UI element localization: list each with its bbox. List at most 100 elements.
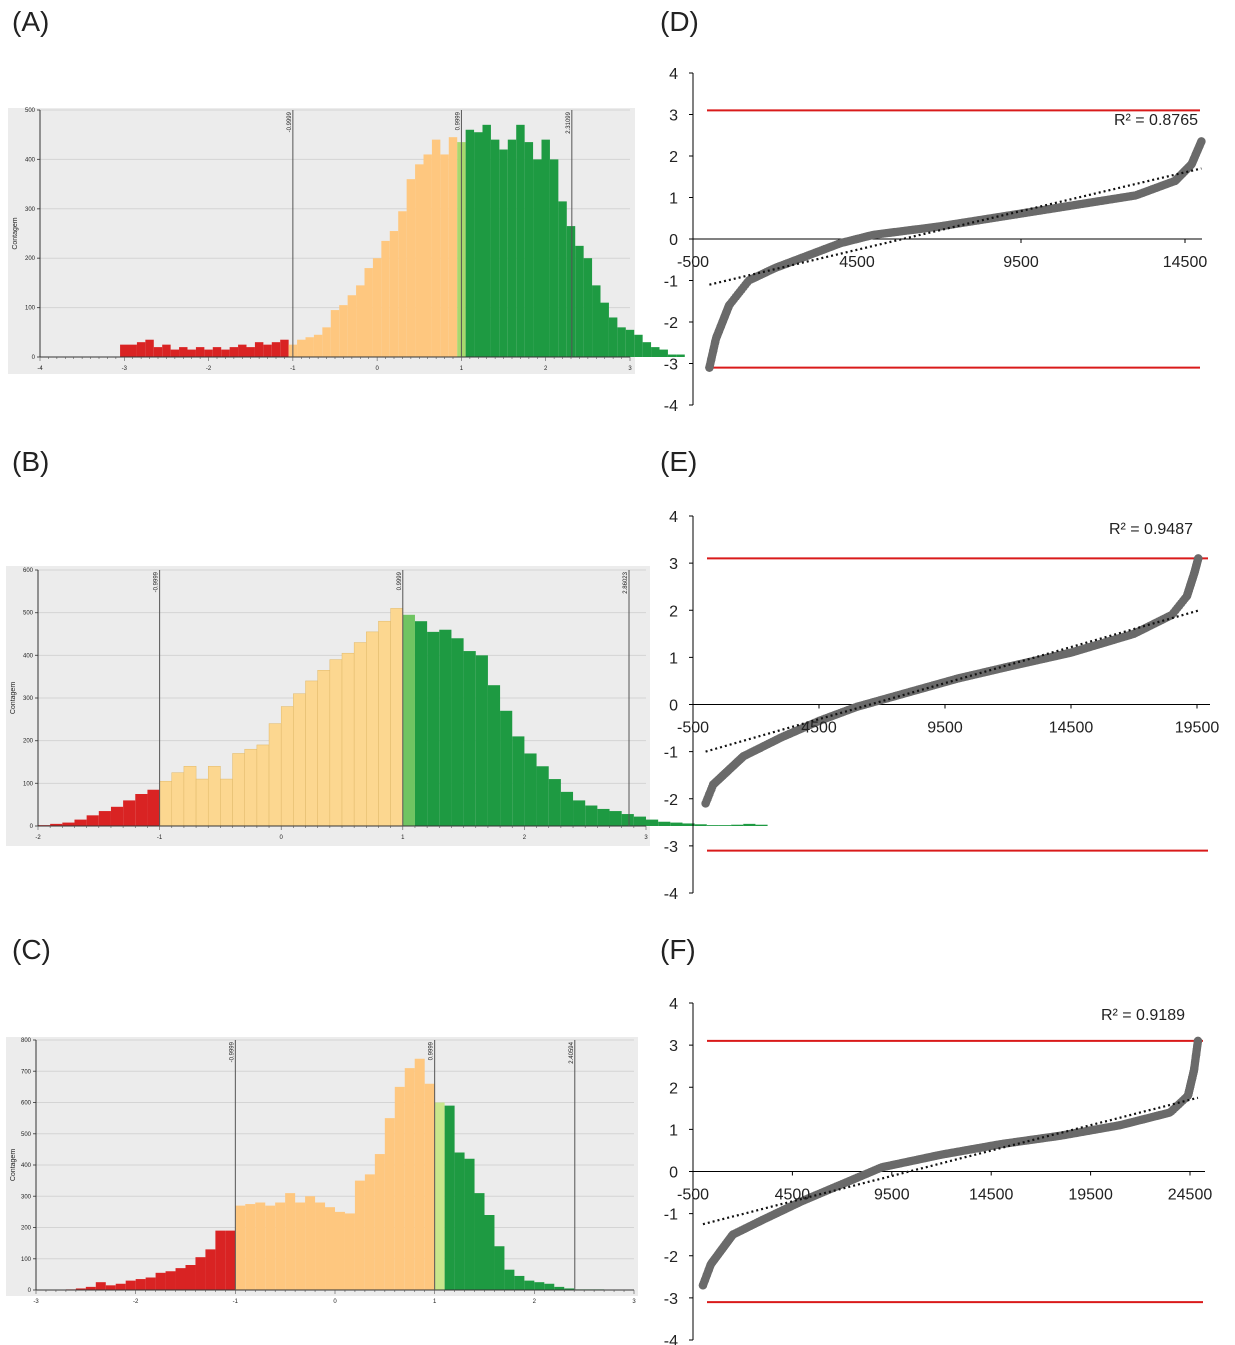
hist-2-xtick-label: 1 [433, 1299, 437, 1305]
qq-5-data-point [728, 1230, 737, 1239]
hist-2-bar [275, 1202, 286, 1290]
hist-2-bar [394, 1086, 405, 1290]
hist-0-bar [583, 258, 593, 357]
hist-1-bar [633, 816, 646, 826]
qq-4-r-squared: R² = 0.9487 [1109, 521, 1193, 538]
hist-0-bar [263, 344, 272, 357]
hist-2-bar [235, 1205, 246, 1290]
hist-0-ytick-label: 400 [25, 157, 36, 163]
hist-2-bar [454, 1152, 465, 1290]
hist-2-bar [564, 1288, 575, 1290]
hist-0-bar [465, 129, 475, 357]
hist-2-xtick-label: 0 [333, 1299, 337, 1305]
qq-4-ytick-label: 2 [669, 603, 678, 620]
hist-2-bar [85, 1286, 96, 1290]
hist-2-bar [384, 1118, 395, 1290]
hist-1-bar [98, 811, 111, 826]
hist-1-bar [731, 824, 744, 826]
hist-1-bar [171, 772, 185, 827]
hist-2-bar [125, 1280, 136, 1290]
hist-1-bar [475, 655, 488, 826]
hist-2-bar [374, 1154, 385, 1290]
hist-1-ytick-label: 100 [23, 781, 34, 787]
hist-0-xtick-label: -4 [37, 366, 43, 372]
hist-0-bar [170, 349, 180, 357]
hist-1-bar [621, 814, 634, 826]
qq-5-xtick-label: 9500 [874, 1187, 910, 1204]
hist-2-bar [205, 1249, 216, 1290]
hist-0-bar [356, 285, 365, 357]
qq-3-ytick-label: 2 [669, 149, 678, 166]
qq-5-ytick-label: -3 [664, 1291, 678, 1308]
hist-1-bar [268, 723, 282, 827]
hist-2-xtick-label: 3 [632, 1299, 636, 1305]
hist-0-bar [136, 342, 146, 357]
hist-0-bar [423, 154, 432, 357]
qq-5-xtick-label: -500 [677, 1187, 709, 1204]
hist-0-bar [676, 354, 685, 357]
hist-1-bar [232, 753, 245, 827]
hist-0-ytick-label: 0 [32, 355, 36, 361]
qq-5-xtick-label: 24500 [1168, 1187, 1213, 1204]
hist-0-reference-label: 0.9999 [455, 111, 461, 130]
qq-3-data-point [1197, 137, 1206, 146]
qq-4-ytick-label: 0 [669, 698, 678, 715]
qq-3-ytick-label: 0 [669, 232, 678, 249]
hist-1-bar [670, 822, 683, 826]
hist-1-xtick-label: 0 [280, 835, 284, 841]
hist-1-bar [536, 766, 549, 826]
hist-1-bar [694, 824, 707, 826]
qq-3-ytick-label: -2 [664, 315, 678, 332]
hist-0-bar [667, 354, 677, 357]
hist-2-bar [494, 1246, 505, 1290]
hist-1-bar [451, 638, 464, 826]
hist-2-bar [534, 1282, 545, 1290]
hist-1-bar [487, 685, 501, 826]
hist-2-ytick-label: 700 [21, 1069, 32, 1075]
hist-2-bar [514, 1275, 525, 1290]
hist-2-bar [335, 1211, 345, 1290]
qq-3-ytick-label: 1 [669, 191, 678, 208]
hist-0-xtick-label: -1 [290, 366, 296, 372]
qq-4-ytick-label: 1 [669, 650, 678, 667]
hist-1-reference-label: 2.86023 [623, 571, 629, 593]
qq-3-ytick-label: 4 [669, 66, 678, 83]
hist-0-bar [305, 337, 314, 357]
hist-1-bar [755, 824, 768, 826]
hist-0-xtick-label: -3 [122, 366, 128, 372]
hist-0-bar [566, 226, 576, 357]
hist-0-bar [229, 347, 239, 357]
qq-5-ytick-label: -1 [664, 1207, 678, 1224]
hist-1-bar [439, 629, 452, 826]
hist-2-bar [75, 1288, 86, 1290]
hist-2-ytick-label: 800 [21, 1038, 32, 1044]
hist-2-bar [444, 1105, 455, 1290]
qq-5-ytick-label: 4 [669, 996, 678, 1013]
hist-0-bar [297, 339, 306, 357]
hist-2-bar [245, 1204, 256, 1290]
qq-4-data-point [1194, 554, 1203, 563]
hist-0-bar [128, 344, 137, 357]
hist-0-bar [541, 139, 550, 357]
hist-0-bar [617, 327, 626, 357]
hist-0-bar [330, 310, 340, 357]
hist-0-reference-label: 2.31099 [566, 111, 572, 133]
hist-0-bar [592, 285, 601, 357]
hist-1-bar [390, 608, 404, 827]
hist-0-bar [381, 240, 390, 357]
hist-0-bar [364, 268, 373, 357]
hist-2-bar [344, 1213, 355, 1290]
hist-0-bar [651, 347, 660, 357]
hist-0-bar [474, 132, 483, 357]
qq-4-trendline [705, 609, 1200, 753]
hist-1-reference-label: -0.9999 [154, 571, 160, 592]
hist-0-ytick-label: 200 [25, 256, 36, 262]
hist-0-bar [204, 349, 213, 357]
hist-0-bar [642, 342, 652, 357]
hist-0-bar [339, 305, 348, 357]
qq-4-ytick-label: -3 [664, 839, 678, 856]
hist-0-ylabel: Contagem [12, 217, 19, 249]
hist-0-bar [271, 342, 281, 357]
hist-1-bar [207, 766, 221, 827]
hist-1-bar [74, 819, 87, 826]
